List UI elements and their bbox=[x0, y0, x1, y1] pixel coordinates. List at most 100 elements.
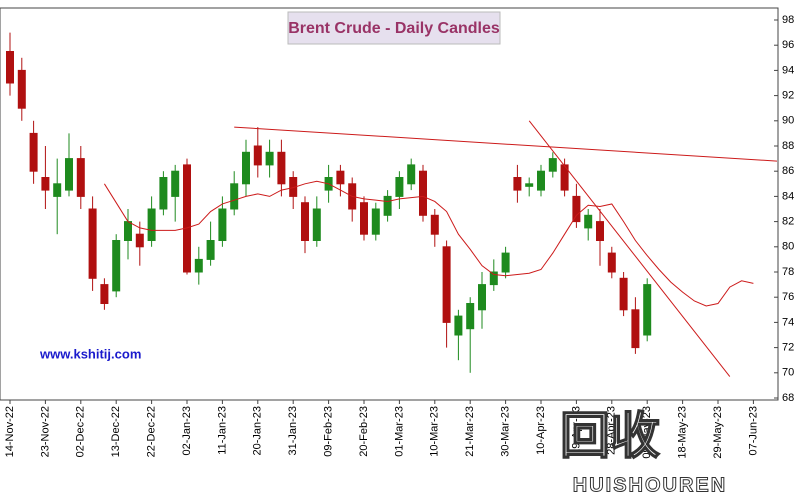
chart-title: Brent Crude - Daily Candles bbox=[288, 20, 500, 37]
candle-body bbox=[513, 177, 522, 191]
candle-body bbox=[53, 183, 62, 197]
trend-line bbox=[528, 120, 731, 377]
candle-body bbox=[65, 158, 73, 191]
candle-body bbox=[537, 170, 545, 191]
candle-body bbox=[183, 164, 191, 273]
y-tick-label: 88 bbox=[782, 140, 794, 152]
candle-body bbox=[253, 145, 262, 166]
x-tick-label: 13-Dec-22 bbox=[110, 406, 122, 457]
candle-body bbox=[171, 170, 180, 197]
candle-body bbox=[135, 233, 144, 248]
candle-body bbox=[619, 277, 628, 311]
trend-line bbox=[234, 126, 778, 162]
y-tick-label: 68 bbox=[782, 392, 794, 404]
title-box bbox=[287, 11, 501, 45]
x-tick-label: 09-May-23 bbox=[641, 406, 653, 459]
candle-body bbox=[312, 208, 321, 241]
candle-body bbox=[371, 208, 380, 235]
candle-body bbox=[430, 214, 439, 235]
candle-body bbox=[265, 151, 274, 166]
candle-body bbox=[607, 252, 616, 273]
candle-body bbox=[218, 208, 227, 241]
y-tick-label: 70 bbox=[782, 367, 794, 379]
x-tick-label: 14-Nov-22 bbox=[4, 406, 16, 457]
candle-body bbox=[383, 195, 392, 216]
y-tick-label: 74 bbox=[782, 316, 794, 328]
x-tick-label: 29-May-23 bbox=[712, 406, 724, 459]
candle-body bbox=[88, 208, 97, 279]
candle-body bbox=[466, 303, 475, 330]
x-tick-label: 31-Jan-23 bbox=[287, 406, 299, 456]
candle-body bbox=[631, 309, 640, 349]
x-tick-label: 10-Mar-23 bbox=[429, 406, 441, 457]
candle-body bbox=[301, 202, 309, 241]
watermark-logo: 回收 bbox=[560, 408, 660, 464]
x-tick-label: 02-Dec-22 bbox=[75, 406, 87, 457]
candle-body bbox=[242, 151, 250, 185]
candle-body bbox=[478, 284, 486, 311]
candle-body bbox=[230, 183, 239, 210]
x-tick-label: 21-Mar-23 bbox=[464, 406, 476, 457]
x-tick-label: 18-May-23 bbox=[677, 406, 689, 459]
candle-body bbox=[596, 221, 604, 242]
y-tick-label: 96 bbox=[782, 39, 794, 51]
y-tick-label: 72 bbox=[782, 342, 794, 354]
moving-average bbox=[103, 180, 754, 307]
y-tick-label: 92 bbox=[782, 90, 794, 102]
x-tick-label: 23-Nov-22 bbox=[39, 406, 51, 457]
x-tick-label: 28-Apr-23 bbox=[606, 406, 618, 455]
candle-body bbox=[159, 177, 168, 210]
candle-body bbox=[360, 202, 368, 235]
x-tick-label: 01-Mar-23 bbox=[393, 406, 405, 457]
candle-body bbox=[407, 164, 416, 185]
candle-body bbox=[100, 284, 109, 305]
candle-body bbox=[560, 164, 569, 191]
candle-body bbox=[41, 177, 50, 191]
candle-body bbox=[76, 158, 85, 197]
watermark: HUISHOUREN bbox=[573, 474, 727, 496]
candle-body bbox=[419, 170, 427, 216]
candle-body bbox=[124, 221, 132, 242]
candle-body bbox=[147, 208, 156, 241]
x-tick-label: 02-Jan-23 bbox=[181, 406, 193, 456]
y-tick-label: 98 bbox=[782, 14, 794, 26]
candle-body bbox=[277, 151, 286, 185]
candle-body bbox=[525, 183, 534, 187]
x-tick-label: 19-Apr-23 bbox=[570, 406, 582, 455]
plot: 68 70 72 74 76 78 80 82 84 86 88 90 92 94 96 98 14-Nov-2… bbox=[4, 14, 794, 459]
candle-body bbox=[29, 132, 38, 172]
candle-body bbox=[454, 315, 463, 336]
candle-body bbox=[112, 240, 121, 292]
candle-body bbox=[17, 69, 26, 109]
candle-body bbox=[442, 246, 451, 323]
x-tick-label: 30-Mar-23 bbox=[500, 406, 512, 457]
candle-body bbox=[194, 258, 203, 273]
x-tick-label: 07-Jun-23 bbox=[747, 406, 759, 456]
candle-body bbox=[584, 214, 593, 229]
x-tick-label: 11-Jan-23 bbox=[216, 406, 228, 455]
y-tick-label: 84 bbox=[782, 190, 794, 202]
candle-body bbox=[548, 158, 557, 172]
candle-body bbox=[501, 252, 510, 273]
x-tick-label: 20-Jan-23 bbox=[252, 406, 264, 456]
y-tick-label: 82 bbox=[782, 216, 794, 228]
candle-body bbox=[395, 177, 404, 197]
candle-body bbox=[643, 284, 652, 336]
candle-body bbox=[6, 51, 14, 84]
x-tick-label: 10-Apr-23 bbox=[535, 406, 547, 455]
candle-body bbox=[336, 170, 345, 185]
candle-body bbox=[489, 271, 498, 286]
y-tick-label: 94 bbox=[782, 64, 794, 76]
x-tick-label: 20-Feb-23 bbox=[358, 406, 370, 457]
y-tick-label: 90 bbox=[782, 115, 794, 127]
candle-body bbox=[572, 195, 581, 223]
candle-body bbox=[206, 240, 215, 260]
x-tick-label: 09-Feb-23 bbox=[323, 406, 335, 457]
x-tick-label: 22-Dec-22 bbox=[146, 406, 158, 457]
annotation: www.kshitij.com bbox=[39, 346, 141, 361]
y-tick-label: 86 bbox=[782, 165, 794, 177]
y-tick-label: 78 bbox=[782, 266, 794, 278]
y-tick-label: 80 bbox=[782, 241, 794, 253]
y-tick-label: 76 bbox=[782, 291, 794, 303]
